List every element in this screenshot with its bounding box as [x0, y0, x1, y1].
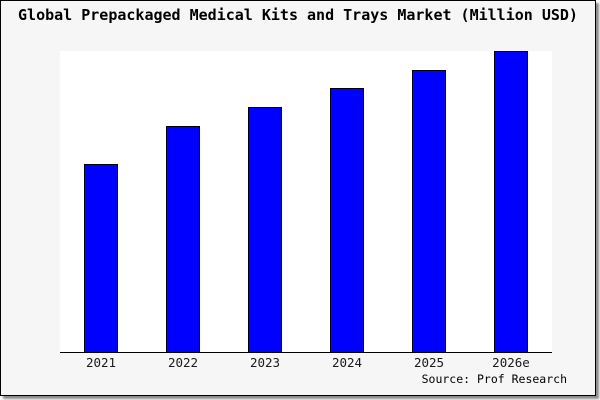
bar-2024 — [330, 88, 364, 352]
bar-2025 — [412, 70, 446, 352]
plot-area — [60, 51, 552, 353]
x-tick-label-2022: 2022 — [167, 355, 199, 370]
source-text: Source: Prof Research — [421, 372, 567, 386]
x-tick-label-2024: 2024 — [331, 355, 363, 370]
chart-title: Global Prepackaged Medical Kits and Tray… — [18, 6, 578, 24]
x-tick-label-2021: 2021 — [85, 355, 117, 370]
x-tick-label-2026e: 2026e — [492, 355, 530, 370]
bar-2022 — [166, 126, 200, 352]
x-tick-label-2025: 2025 — [413, 355, 445, 370]
bar-2023 — [248, 107, 282, 352]
bar-2021 — [84, 164, 118, 352]
x-tick-label-2023: 2023 — [249, 355, 281, 370]
bar-2026e — [494, 51, 528, 352]
